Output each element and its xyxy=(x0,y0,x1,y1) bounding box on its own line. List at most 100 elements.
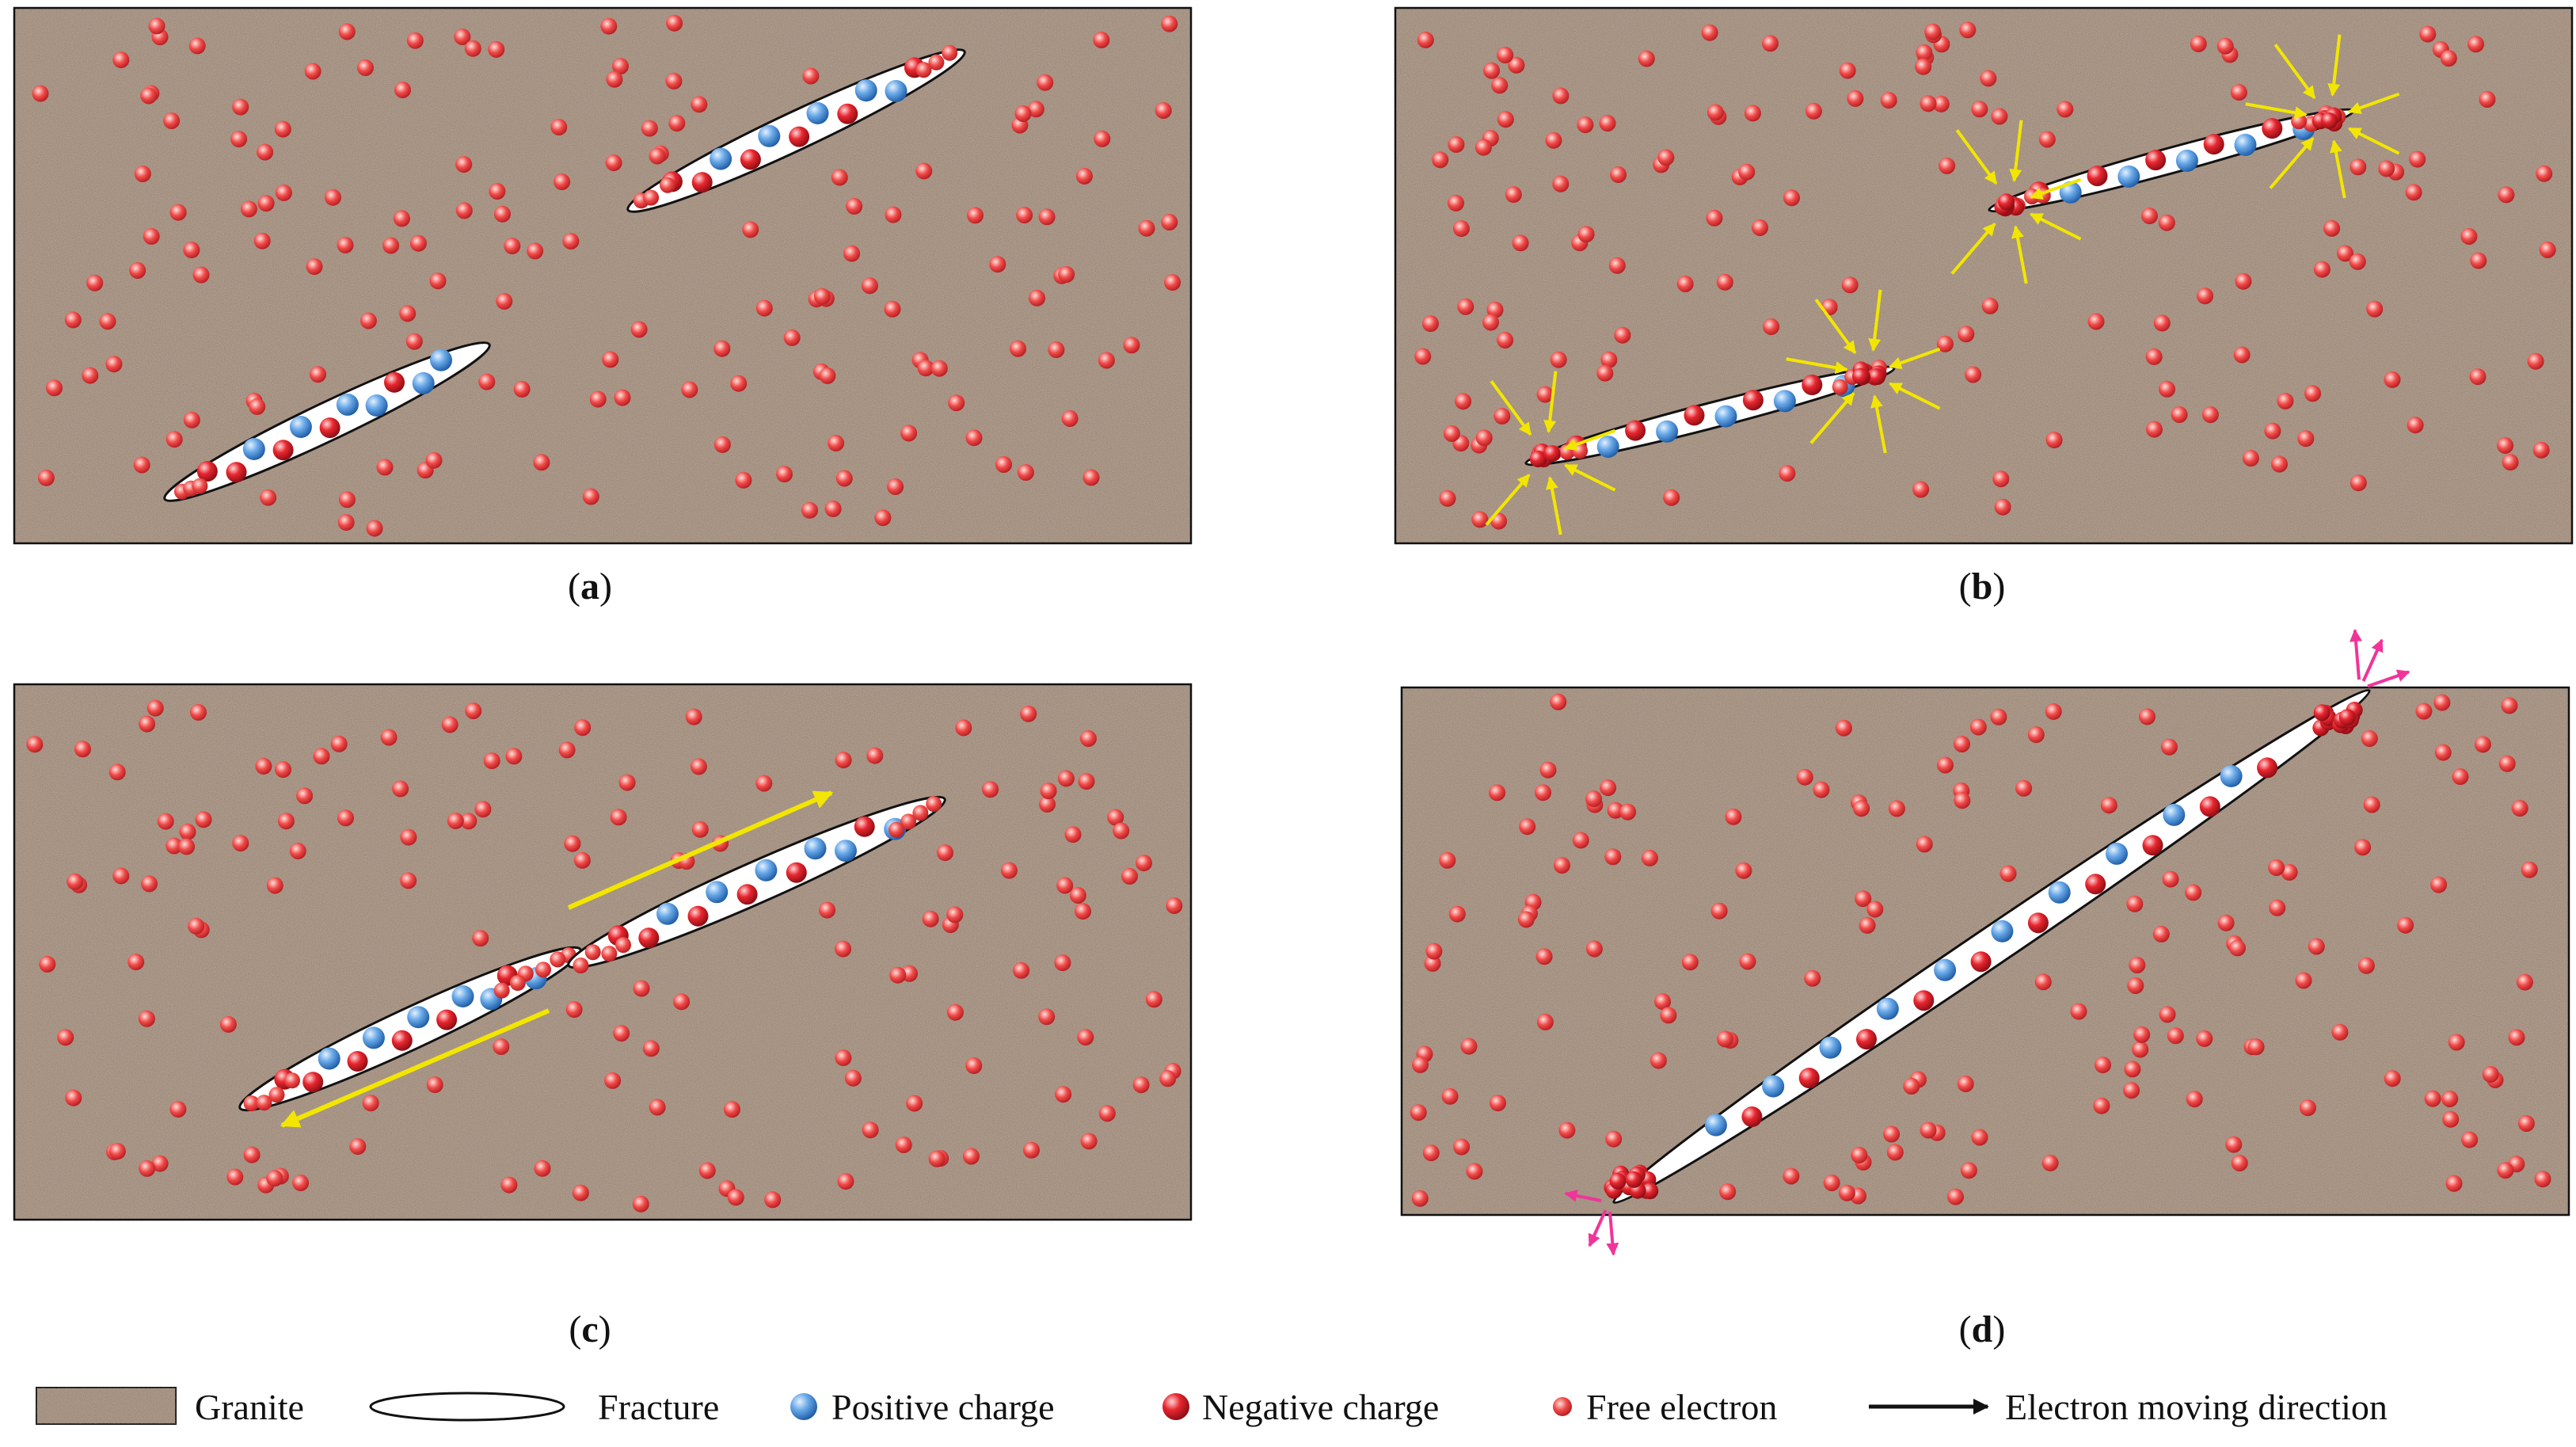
free-electron xyxy=(489,183,506,200)
free-electron xyxy=(337,236,354,253)
free-electron xyxy=(1439,489,1456,507)
free-electron xyxy=(1990,708,2007,725)
positive-charge xyxy=(1762,1075,1785,1098)
negative-charge xyxy=(837,103,858,124)
free-electron xyxy=(399,305,417,322)
free-electron xyxy=(2445,1175,2463,1192)
free-electron xyxy=(1739,953,1756,970)
free-electron xyxy=(2337,245,2353,262)
free-electron xyxy=(535,961,551,978)
free-electron xyxy=(195,811,212,828)
free-electron xyxy=(1839,62,1856,79)
free-electron xyxy=(2460,228,2478,245)
positive-charge xyxy=(362,1026,385,1049)
free-electron xyxy=(828,435,845,451)
free-electron xyxy=(1452,220,1470,238)
free-electron xyxy=(819,367,836,384)
electron-cluster xyxy=(1529,451,1547,467)
free-electron xyxy=(1448,135,1465,153)
free-electron xyxy=(1958,326,1975,343)
attraction-arrow xyxy=(2274,44,2316,100)
free-electron xyxy=(837,1173,854,1190)
free-electron xyxy=(2452,768,2469,786)
free-electron xyxy=(478,373,496,390)
free-electron xyxy=(2139,708,2156,725)
attraction-arrow xyxy=(1950,223,1996,275)
free-electron xyxy=(1796,768,1813,786)
free-electron xyxy=(400,828,417,846)
free-electron xyxy=(1517,911,1535,928)
free-electron xyxy=(2331,1023,2349,1041)
free-electron xyxy=(1832,379,1848,395)
free-electron xyxy=(393,210,410,227)
free-electron xyxy=(376,459,394,476)
free-electron xyxy=(337,514,355,531)
legend-item-negative: Negative charge xyxy=(1162,1387,1439,1427)
free-electron xyxy=(2350,474,2367,492)
granite-texture xyxy=(1395,8,2572,543)
free-electron xyxy=(813,287,831,305)
free-electron xyxy=(1079,730,1097,747)
attraction-arrow xyxy=(1814,299,1857,355)
free-electron xyxy=(460,813,478,830)
free-electron xyxy=(612,58,629,75)
free-electron xyxy=(1738,163,1756,181)
free-electron xyxy=(1010,340,1026,357)
free-electron xyxy=(691,96,708,113)
free-electron xyxy=(380,729,398,746)
free-electron xyxy=(1054,954,1071,972)
free-electron xyxy=(2041,1154,2059,1171)
free-electron xyxy=(649,147,666,165)
free-electron xyxy=(1959,21,1977,39)
free-electron xyxy=(232,98,249,116)
panel-label-c: (c) xyxy=(569,1308,611,1350)
free-electron xyxy=(2527,352,2544,370)
free-electron xyxy=(802,67,820,85)
free-electron xyxy=(922,910,939,927)
negative-charge xyxy=(1798,1068,1820,1089)
free-electron xyxy=(1061,410,1079,427)
free-electron xyxy=(148,17,166,35)
free-electron xyxy=(2124,1060,2141,1078)
free-electron xyxy=(755,775,773,792)
negative-charge xyxy=(347,1051,368,1072)
free-electron xyxy=(1048,341,1065,359)
positive-charge xyxy=(2175,149,2198,172)
free-electron xyxy=(67,873,84,890)
negative-charge xyxy=(687,905,709,927)
free-electron xyxy=(284,1072,300,1089)
free-electron xyxy=(256,1095,272,1111)
free-electron xyxy=(1512,234,1529,252)
free-electron xyxy=(1821,299,1838,316)
free-electron xyxy=(1744,105,1761,122)
negative-charge-icon xyxy=(1162,1393,1189,1420)
free-electron xyxy=(888,821,904,838)
legend-item-free: Free electron xyxy=(1553,1387,1777,1427)
free-electron xyxy=(1417,31,1434,48)
free-electron xyxy=(127,954,145,971)
legend-item-positive: Positive charge xyxy=(790,1387,1054,1427)
free-electron xyxy=(324,188,341,206)
positive-charge xyxy=(2220,765,2243,787)
free-electron xyxy=(641,120,658,137)
free-electron xyxy=(895,1137,912,1153)
free-electron xyxy=(2501,697,2518,714)
free-electron xyxy=(1947,1188,1964,1205)
free-electron xyxy=(2313,261,2331,278)
free-electron xyxy=(1835,719,1852,737)
free-electron xyxy=(139,715,156,733)
free-electron xyxy=(727,1189,744,1206)
free-electron xyxy=(464,40,481,57)
free-electron xyxy=(1038,1008,1056,1026)
free-electron xyxy=(99,313,116,330)
positive-charge xyxy=(1819,1036,1842,1059)
free-electron xyxy=(2378,160,2395,177)
attraction-arrow xyxy=(2269,137,2315,189)
legend-granite-label: Granite xyxy=(195,1387,304,1427)
free-electron xyxy=(2469,368,2487,386)
free-electron xyxy=(1937,756,1954,774)
free-electron xyxy=(493,1038,510,1055)
free-electron xyxy=(1903,1078,1920,1095)
free-electron xyxy=(558,741,576,759)
panel-letter-d: d xyxy=(1972,1308,1993,1350)
